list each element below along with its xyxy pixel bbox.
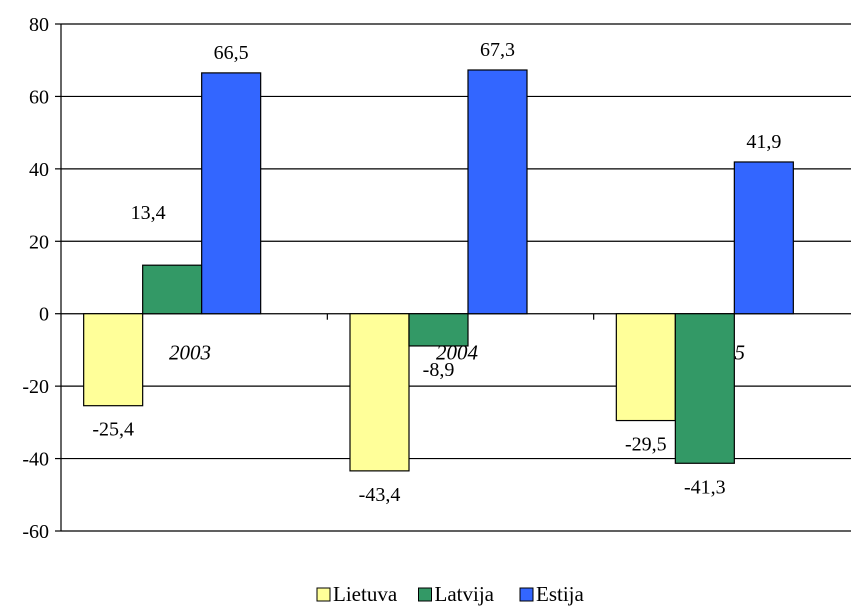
data-label: -8,9 bbox=[423, 359, 455, 381]
y-tick-label: 60 bbox=[29, 86, 49, 108]
bar-estija-2003 bbox=[201, 72, 262, 315]
legend: Lietuva Latvija Estija bbox=[316, 582, 585, 606]
data-label: -41,3 bbox=[684, 476, 726, 498]
bar-estija-2004 bbox=[467, 69, 528, 315]
y-tick-label: 20 bbox=[29, 231, 49, 253]
bar-latvija-2005 bbox=[674, 313, 735, 464]
bar-latvija-2004 bbox=[408, 313, 469, 347]
data-labels: -25,4 13,4 66,5 -43,4 -8,9 67,3 -29,5 -41,3 41,9 bbox=[92, 39, 781, 506]
legend-swatch-estija bbox=[519, 587, 534, 602]
y-tick-label: -60 bbox=[22, 521, 49, 543]
data-label: -29,5 bbox=[625, 434, 667, 456]
bar-lietuva-2004 bbox=[349, 313, 410, 472]
data-label: 13,4 bbox=[131, 202, 166, 224]
y-tick-label: 0 bbox=[39, 304, 49, 326]
legend-swatch-lietuva bbox=[316, 587, 331, 602]
bar-lietuva-2003 bbox=[83, 313, 144, 407]
y-tick-label: 80 bbox=[29, 14, 49, 36]
bars bbox=[83, 69, 794, 472]
y-tick-label: 40 bbox=[29, 159, 49, 181]
bar-latvija-2003 bbox=[142, 264, 203, 315]
data-label: 41,9 bbox=[746, 131, 781, 153]
legend-swatch-latvija bbox=[418, 587, 432, 602]
data-label: -43,4 bbox=[359, 484, 401, 506]
data-label: 67,3 bbox=[480, 39, 515, 61]
x-category-label: 2003 bbox=[169, 341, 211, 365]
data-label: 66,5 bbox=[214, 42, 249, 64]
legend-label-estija: Estija bbox=[536, 582, 585, 606]
bar-estija-2005 bbox=[733, 161, 794, 315]
legend-label-latvija: Latvija bbox=[435, 582, 495, 606]
data-label: -25,4 bbox=[92, 419, 134, 441]
legend-label-lietuva: Lietuva bbox=[333, 582, 398, 606]
y-tick-label: -40 bbox=[22, 449, 49, 471]
bar-lietuva-2005 bbox=[615, 313, 676, 422]
y-tick-label: -20 bbox=[22, 376, 49, 398]
